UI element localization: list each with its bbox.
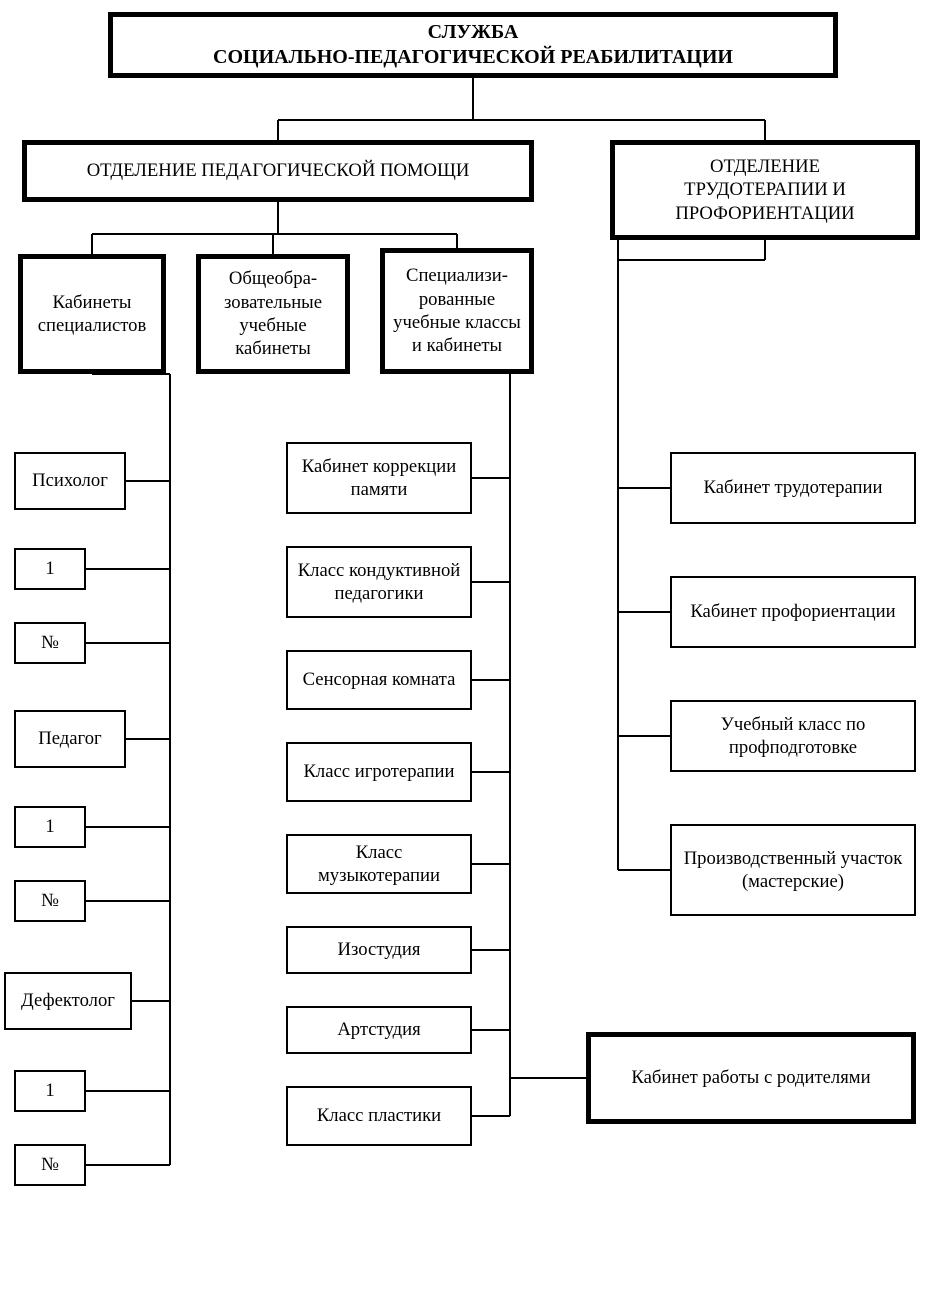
connector-h	[86, 568, 170, 570]
specialist-node: №	[14, 1144, 86, 1186]
connector-h	[472, 949, 510, 951]
connector-h	[472, 581, 510, 583]
connector-v	[456, 234, 458, 248]
connector-h	[618, 611, 670, 613]
col-header-general-edu: Общеобра- зовательные учебные кабинеты	[196, 254, 350, 374]
dept-occupational-therapy: ОТДЕЛЕНИЕТРУДОТЕРАПИИ ИПРОФОРИЕНТАЦИИ	[610, 140, 920, 240]
occupational-node: Учебный класс по профподготовке	[670, 700, 916, 772]
connector-h	[618, 259, 765, 261]
connector-h	[126, 480, 170, 482]
specialized-class-node: Артстудия	[286, 1006, 472, 1054]
connector-h	[92, 233, 457, 235]
connector-h	[618, 869, 670, 871]
parents-office-node: Кабинет работы с родителями	[586, 1032, 916, 1124]
specialist-node: Дефектолог	[4, 972, 132, 1030]
connector-h	[86, 900, 170, 902]
connector-v	[617, 240, 619, 870]
connector-h	[472, 771, 510, 773]
specialized-class-node: Класс игротерапии	[286, 742, 472, 802]
connector-h	[472, 477, 510, 479]
connector-v	[509, 374, 511, 1116]
specialist-node: 1	[14, 548, 86, 590]
connector-h	[472, 679, 510, 681]
occupational-node: Производственный участок (мастерские)	[670, 824, 916, 916]
specialist-node: Психолог	[14, 452, 126, 510]
dept-right-l2: ТРУДОТЕРАПИИ И	[684, 178, 846, 201]
root-line2: СОЦИАЛЬНО-ПЕДАГОГИЧЕСКОЙ РЕАБИЛИТАЦИИ	[213, 45, 733, 70]
connector-v	[277, 202, 279, 234]
root-node: СЛУЖБАСОЦИАЛЬНО-ПЕДАГОГИЧЕСКОЙ РЕАБИЛИТА…	[108, 12, 838, 78]
connector-v	[272, 234, 274, 254]
connector-h	[86, 826, 170, 828]
specialized-class-node: Класс пластики	[286, 1086, 472, 1146]
connector-h	[618, 487, 670, 489]
specialist-node: 1	[14, 806, 86, 848]
connector-h	[86, 642, 170, 644]
connector-v	[472, 78, 474, 120]
specialized-class-node: Кабинет коррекции памяти	[286, 442, 472, 514]
specialized-class-node: Сенсорная комната	[286, 650, 472, 710]
connector-h	[472, 863, 510, 865]
connector-h	[472, 1029, 510, 1031]
dept-pedagogical-help: ОТДЕЛЕНИЕ ПЕДАГОГИЧЕСКОЙ ПОМОЩИ	[22, 140, 534, 202]
connector-v	[509, 1078, 511, 1116]
specialized-class-node: Класс кондуктивной педагогики	[286, 546, 472, 618]
connector-v	[764, 120, 766, 140]
connector-h	[92, 373, 170, 375]
connector-v	[277, 120, 279, 140]
col-header-specialized: Специализи- рованные учебные классы и ка…	[380, 248, 534, 374]
connector-v	[764, 240, 766, 260]
connector-h	[618, 735, 670, 737]
specialized-class-node: Изостудия	[286, 926, 472, 974]
connector-v	[91, 234, 93, 254]
connector-h	[86, 1090, 170, 1092]
connector-h	[132, 1000, 170, 1002]
connector-h	[510, 1077, 586, 1079]
connector-h	[472, 1115, 510, 1117]
occupational-node: Кабинет трудотерапии	[670, 452, 916, 524]
root-line1: СЛУЖБА	[428, 20, 519, 45]
col-header-specialists: Кабинеты специалистов	[18, 254, 166, 374]
specialist-node: Педагог	[14, 710, 126, 768]
org-chart: СЛУЖБАСОЦИАЛЬНО-ПЕДАГОГИЧЕСКОЙ РЕАБИЛИТА…	[0, 0, 943, 1311]
connector-h	[86, 1164, 170, 1166]
specialized-class-node: Класс музыкотерапии	[286, 834, 472, 894]
occupational-node: Кабинет профориентации	[670, 576, 916, 648]
connector-v	[169, 374, 171, 1165]
specialist-node: 1	[14, 1070, 86, 1112]
dept-right-l3: ПРОФОРИЕНТАЦИИ	[675, 202, 854, 225]
connector-h	[126, 738, 170, 740]
dept-right-l1: ОТДЕЛЕНИЕ	[710, 155, 820, 178]
connector-h	[278, 119, 765, 121]
specialist-node: №	[14, 880, 86, 922]
specialist-node: №	[14, 622, 86, 664]
